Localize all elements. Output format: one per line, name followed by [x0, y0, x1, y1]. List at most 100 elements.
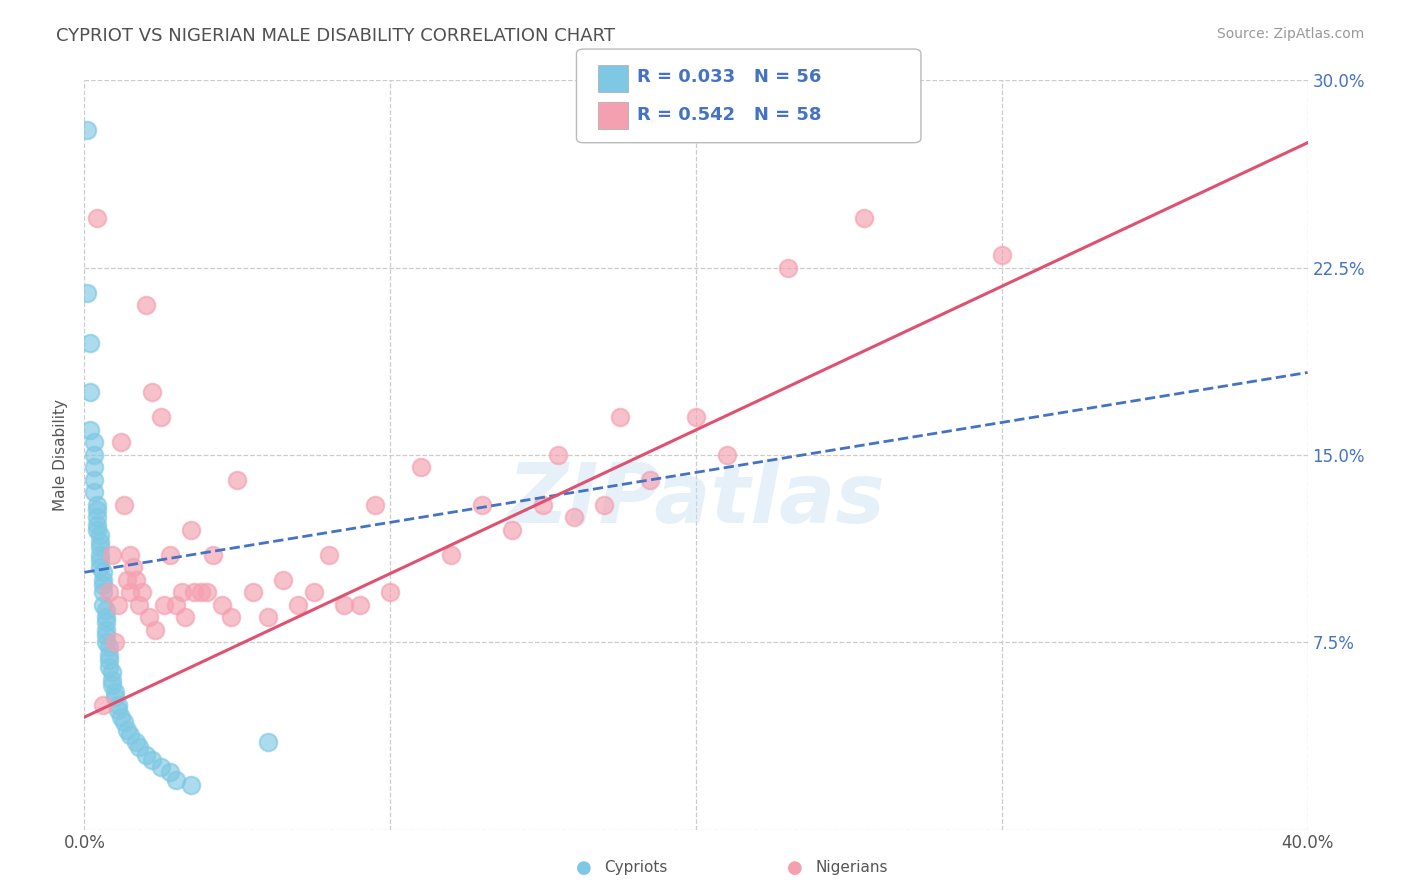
Point	[128, 740, 150, 755]
Point	[79, 335, 101, 350]
Point	[159, 548, 181, 562]
Point	[149, 760, 172, 774]
Point	[853, 211, 876, 225]
Point	[128, 598, 150, 612]
Point	[183, 585, 205, 599]
Point	[776, 260, 799, 275]
Point	[638, 473, 661, 487]
Point	[86, 523, 108, 537]
Point	[101, 665, 124, 680]
Point	[94, 610, 117, 624]
Point	[107, 698, 129, 712]
Point	[141, 753, 163, 767]
Point	[172, 585, 194, 599]
Point	[149, 410, 172, 425]
Point	[91, 578, 114, 592]
Point	[716, 448, 738, 462]
Point	[115, 723, 138, 737]
Point	[138, 610, 160, 624]
Point	[593, 498, 616, 512]
Point	[165, 772, 187, 787]
Point	[333, 598, 356, 612]
Point	[380, 585, 402, 599]
Point	[97, 660, 120, 674]
Text: ZIPatlas: ZIPatlas	[508, 459, 884, 541]
Point	[502, 523, 524, 537]
Point	[547, 448, 569, 462]
Y-axis label: Male Disability: Male Disability	[53, 399, 69, 511]
Point	[91, 598, 114, 612]
Point	[302, 585, 325, 599]
Point	[991, 248, 1014, 262]
Point	[91, 585, 114, 599]
Point	[190, 585, 212, 599]
Point	[471, 498, 494, 512]
Point	[110, 710, 132, 724]
Point	[287, 598, 309, 612]
Point	[122, 560, 145, 574]
Point	[349, 598, 371, 612]
Point	[83, 473, 105, 487]
Text: ●: ●	[786, 859, 803, 877]
Text: ●: ●	[575, 859, 592, 877]
Text: Nigerians: Nigerians	[815, 861, 889, 875]
Point	[135, 747, 157, 762]
Point	[609, 410, 631, 425]
Point	[165, 598, 187, 612]
Point	[201, 548, 224, 562]
Point	[83, 460, 105, 475]
Point	[271, 573, 294, 587]
Point	[76, 285, 98, 300]
Point	[94, 635, 117, 649]
Text: Source: ZipAtlas.com: Source: ZipAtlas.com	[1216, 27, 1364, 41]
Point	[86, 510, 108, 524]
Point	[91, 566, 114, 580]
Point	[89, 560, 111, 574]
Point	[110, 435, 132, 450]
Point	[101, 673, 124, 687]
Point	[180, 778, 202, 792]
Point	[79, 385, 101, 400]
Point	[318, 548, 340, 562]
Point	[101, 678, 124, 692]
Point	[94, 615, 117, 630]
Point	[104, 690, 127, 705]
Text: R = 0.033   N = 56: R = 0.033 N = 56	[637, 69, 821, 87]
Point	[89, 541, 111, 555]
Point	[83, 448, 105, 462]
Point	[257, 735, 280, 749]
Point	[107, 703, 129, 717]
Point	[91, 573, 114, 587]
Point	[97, 640, 120, 655]
Point	[79, 423, 101, 437]
Point	[125, 735, 148, 749]
Point	[562, 510, 585, 524]
Point	[131, 585, 153, 599]
Point	[120, 585, 142, 599]
Point	[409, 460, 432, 475]
Point	[94, 623, 117, 637]
Point	[86, 211, 108, 225]
Point	[143, 623, 166, 637]
Point	[120, 548, 142, 562]
Point	[195, 585, 218, 599]
Point	[89, 548, 111, 562]
Point	[685, 410, 707, 425]
Point	[112, 498, 135, 512]
Point	[125, 573, 148, 587]
Point	[141, 385, 163, 400]
Point	[112, 715, 135, 730]
Point	[226, 473, 249, 487]
Point	[242, 585, 264, 599]
Point	[97, 653, 120, 667]
Point	[115, 573, 138, 587]
Point	[211, 598, 233, 612]
Point	[89, 553, 111, 567]
Point	[91, 698, 114, 712]
Point	[219, 610, 242, 624]
Point	[180, 523, 202, 537]
Point	[531, 498, 554, 512]
Point	[89, 535, 111, 549]
Text: R = 0.542   N = 58: R = 0.542 N = 58	[637, 105, 821, 123]
Point	[107, 598, 129, 612]
